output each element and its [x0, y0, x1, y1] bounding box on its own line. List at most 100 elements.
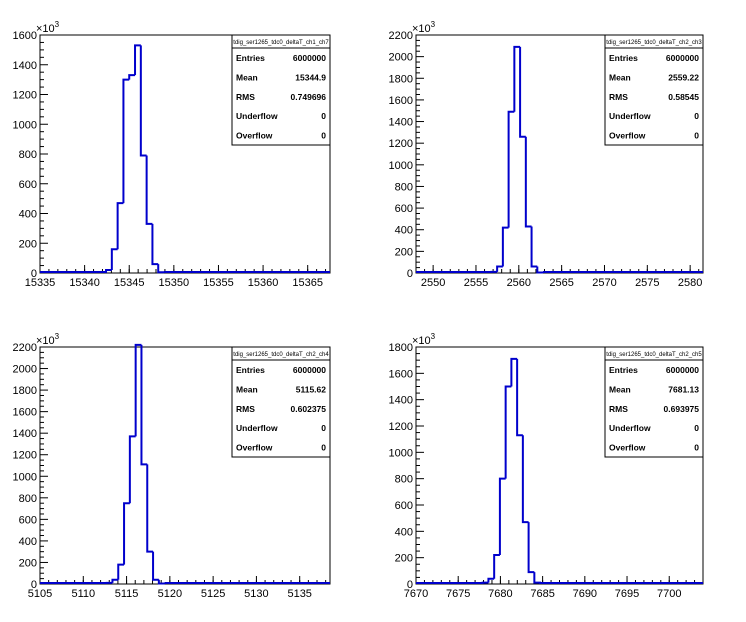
stats-box-title: tdig_ser1265_tdc0_deltaT_ch2_ch3 — [606, 40, 702, 46]
stats-label: Entries — [609, 53, 638, 63]
histogram-bin — [134, 44, 141, 76]
stats-label: Underflow — [236, 111, 278, 121]
histogram-bin — [139, 45, 147, 157]
y-multiplier-label: ×103 — [412, 20, 436, 35]
histogram-bin — [128, 74, 136, 80]
histogram-bin — [501, 226, 509, 267]
x-tick-label: 7675 — [446, 588, 470, 600]
histogram-bin — [530, 226, 538, 268]
y-tick-label: 1400 — [389, 395, 413, 407]
y-multiplier-exponent: 3 — [55, 20, 60, 29]
y-tick-label: 0 — [31, 579, 37, 591]
stats-box: tdig_ser1265_tdc0_deltaT_ch2_ch5 Entries 6… — [604, 346, 704, 458]
y-tick-label: 1600 — [389, 368, 413, 380]
histogram-bin — [152, 551, 159, 581]
stats-label: RMS — [609, 404, 628, 414]
y-tick-label: 1000 — [389, 447, 413, 459]
y-tick-label: 0 — [407, 579, 413, 591]
stats-value: 0.693975 — [664, 404, 700, 414]
x-tick-label: 5135 — [287, 588, 311, 600]
histogram-bin — [496, 265, 503, 272]
y-multiplier-exponent: 3 — [431, 332, 436, 341]
y-tick-label: 400 — [19, 209, 37, 221]
stats-value: 0 — [321, 111, 326, 121]
stats-label: RMS — [609, 92, 628, 102]
y-tick-label: 600 — [19, 514, 37, 526]
histogram-bin — [145, 155, 153, 225]
stats-value: 15344.9 — [295, 72, 326, 82]
y-tick-label: 800 — [395, 474, 413, 486]
stats-value: 0.749696 — [291, 92, 327, 102]
y-tick-label: 2000 — [389, 52, 413, 64]
stats-value: 6000000 — [666, 365, 699, 375]
y-tick-label: 400 — [19, 536, 37, 548]
histogram-bin — [536, 266, 545, 274]
y-tick-label: 200 — [19, 557, 37, 569]
histogram-pane-1: 0 200 400 600 800 1000 1200 1400 1600×103 15335 15… — [13, 20, 331, 289]
x-tick-label: 15360 — [248, 277, 279, 289]
y-tick-label: 1600 — [13, 407, 37, 419]
y-tick-label: 600 — [395, 203, 413, 215]
histogram-bin — [490, 270, 498, 273]
stats-value: 2559.22 — [668, 72, 699, 82]
stats-label: Mean — [236, 384, 258, 394]
histogram-bin — [123, 502, 130, 565]
y-tick-label: 200 — [19, 238, 37, 250]
stats-value: 7681.13 — [668, 384, 699, 394]
stats-box-title: tdig_ser1265_tdc0_deltaT_ch2_ch4 — [233, 352, 329, 358]
histogram-bin — [157, 264, 166, 274]
y-tick-label: 1200 — [389, 421, 413, 433]
x-tick-label: 5125 — [201, 588, 225, 600]
stats-box-frame — [231, 346, 331, 458]
y-tick-label: 1000 — [13, 119, 37, 131]
histogram-bin — [498, 477, 506, 556]
y-tick-label: 800 — [395, 181, 413, 193]
stats-label: Mean — [609, 384, 631, 394]
y-tick-label: 800 — [19, 493, 37, 505]
y-multiplier-label: ×103 — [412, 332, 436, 347]
x-tick-label: 2555 — [464, 277, 488, 289]
x-tick-label: 15340 — [69, 277, 100, 289]
x-tick-label: 7695 — [615, 588, 639, 600]
stats-box-frame — [604, 34, 704, 146]
stats-box-frame — [604, 346, 704, 458]
y-tick-label: 1400 — [13, 60, 37, 72]
histogram-bin — [507, 110, 515, 228]
stats-value: 0 — [321, 423, 326, 433]
stats-label: RMS — [236, 92, 255, 102]
histogram-pane-2: 0 200 400 600 800 1000 1200 1400 1600 1800 2000 220… — [389, 20, 704, 289]
y-tick-label: 1200 — [13, 90, 37, 102]
y-tick-label: 200 — [395, 246, 413, 258]
histogram-bin — [146, 464, 154, 553]
histogram-bin — [105, 581, 113, 584]
x-tick-label: 5120 — [158, 588, 182, 600]
x-tick-label: 2575 — [635, 277, 659, 289]
stats-box: tdig_ser1265_tdc0_deltaT_ch2_ch4 Entries 6… — [231, 346, 331, 458]
histogram-bin — [487, 577, 495, 583]
y-tick-label: 1200 — [13, 450, 37, 462]
x-tick-label: 5105 — [28, 588, 52, 600]
y-tick-label: 1400 — [389, 117, 413, 129]
x-tick-label: 7685 — [530, 588, 554, 600]
histogram-bin — [493, 554, 500, 579]
histogram-bin — [122, 78, 130, 204]
y-tick-label: 1000 — [13, 471, 37, 483]
histogram-bin — [519, 46, 526, 138]
x-tick-label: 15350 — [159, 277, 190, 289]
y-tick-label: 0 — [31, 268, 37, 280]
stats-value: 5115.62 — [296, 384, 327, 394]
stats-box: tdig_ser1265_tdc0_deltaT_ch1_ch7 Entries 6… — [231, 34, 331, 146]
y-tick-label: 1200 — [389, 138, 413, 150]
y-tick-label: 1800 — [389, 73, 413, 85]
histogram-bin — [510, 357, 518, 387]
histogram-bin — [116, 202, 124, 250]
y-tick-label: 1400 — [13, 428, 37, 440]
stats-label: Underflow — [236, 423, 278, 433]
stats-value: 0 — [694, 131, 699, 141]
stats-value: 0 — [694, 111, 699, 121]
stats-label: Mean — [609, 72, 631, 82]
y-multiplier-base: ×10 — [36, 335, 55, 347]
histogram-pane-3: 0 200 400 600 800 1000 1200 1400 1600 1800 2000 220… — [13, 332, 331, 600]
y-tick-label: 1600 — [13, 30, 37, 42]
x-tick-label: 2560 — [507, 277, 531, 289]
